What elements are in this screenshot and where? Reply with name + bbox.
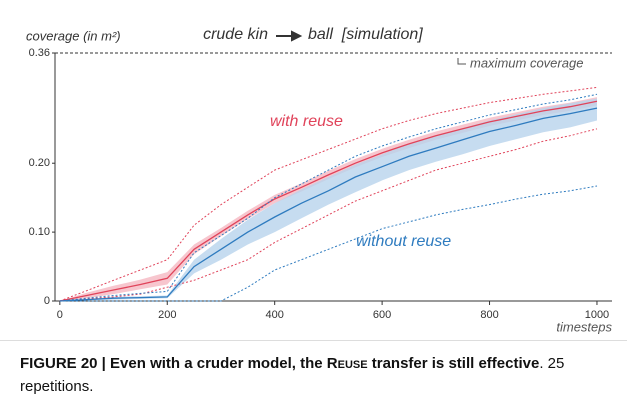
title-arrow (276, 30, 303, 42)
x-tick-label: 800 (480, 309, 498, 321)
y-axis-label: coverage (in m²) (26, 28, 121, 43)
chart-subtitle: ball [simulation] (308, 26, 423, 43)
caption-bold: transfer is still effective (367, 355, 540, 372)
with-reuse-label: with reuse (270, 113, 343, 130)
caption-bold: FIGURE 20 | Even with a cruder model, th… (20, 355, 327, 372)
range-line (59, 185, 598, 302)
caption-smallcaps: Reuse (326, 355, 368, 372)
divider (0, 340, 627, 341)
y-tick-label: 0 (44, 295, 50, 307)
range-line (59, 93, 598, 302)
x-tick-label: 0 (57, 309, 63, 321)
annotation-hook (457, 58, 466, 65)
caption-text: . 25 repetitions. (20, 355, 565, 395)
band (59, 98, 598, 301)
mean-line (59, 100, 598, 302)
caption: FIGURE 20 | Even with a cruder model, th… (20, 352, 610, 398)
y-tick-label: 0.10 (29, 226, 50, 238)
range-line (59, 128, 598, 302)
max-annotation: maximum coverage (470, 55, 583, 70)
range-line (59, 86, 598, 302)
y-tick-label: 0.20 (29, 157, 50, 169)
mean-line (59, 107, 598, 302)
chart-title: crude kin (203, 26, 268, 43)
x-tick-label: 400 (266, 309, 284, 321)
x-tick-label: 1000 (585, 309, 609, 321)
x-tick-label: 600 (373, 309, 391, 321)
x-tick-label: 200 (158, 309, 176, 321)
y-tick-label: 0.36 (29, 47, 50, 59)
chart: coverage (in m²) crude kin ball [simulat… (26, 26, 612, 334)
x-axis-label: timesteps (556, 319, 612, 334)
without-reuse-label: without reuse (356, 233, 451, 250)
